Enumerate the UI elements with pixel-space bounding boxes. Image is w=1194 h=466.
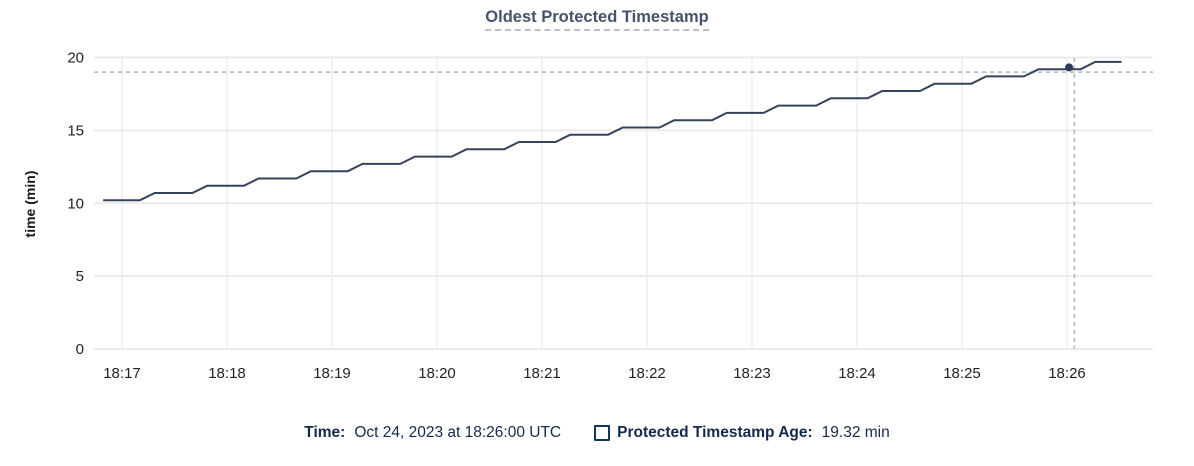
legend-checkbox[interactable] [594,425,611,441]
timeseries-chart[interactable]: 18:17 18:18 18:19 18:20 18:21 18:22 18:23 18:24… [0,0,1194,410]
chart-footer: Time: Oct 24, 2023 at 18:26:00 UTC Prote… [0,421,1194,445]
legend-series-value: 19.32 min [821,424,890,441]
time-label: Time: [304,424,346,441]
y-tick-labels: 0 5 10 15 20 [67,50,84,359]
hover-point [1065,63,1074,72]
y-tick-label: 5 [76,268,84,285]
crosshair [94,57,1153,349]
x-tick-label: 18:24 [838,365,876,382]
series-line [103,60,1122,202]
legend-item-protected-timestamp-age[interactable]: Protected Timestamp Age: 19.32 min [594,424,890,442]
y-tick-label: 15 [67,122,84,139]
x-tick-label: 18:19 [313,365,351,382]
x-tick-labels: 18:17 18:18 18:19 18:20 18:21 18:22 18:23 18:24… [103,365,1086,382]
x-tick-label: 18:25 [943,365,981,382]
x-tick-label: 18:23 [733,365,771,382]
x-tick-label: 18:18 [208,365,246,382]
x-tick-label: 18:20 [418,365,456,382]
time-value: Oct 24, 2023 at 18:26:00 UTC [354,424,562,441]
x-tick-label: 18:26 [1048,365,1086,382]
y-tick-label: 20 [67,50,84,67]
y-tick-label: 10 [67,195,84,212]
chart-title: Oldest Protected Timestamp [0,8,1194,31]
y-gridlines [94,56,1153,350]
chart-title-text[interactable]: Oldest Protected Timestamp [485,8,709,31]
x-tick-label: 18:22 [628,365,666,382]
y-axis-label: time (min) [22,171,38,238]
y-tick-label: 0 [76,341,84,358]
x-tick-label: 18:21 [523,365,561,382]
legend-series-label: Protected Timestamp Age: [617,424,813,441]
x-tick-label: 18:17 [103,365,141,382]
